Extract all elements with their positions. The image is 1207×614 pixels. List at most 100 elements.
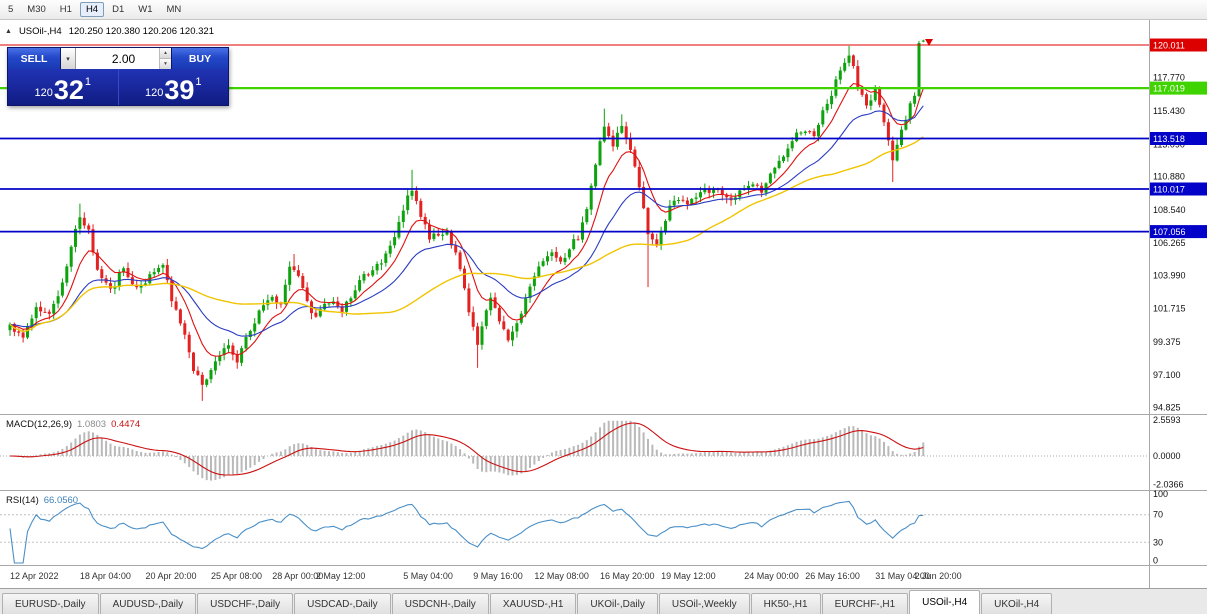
svg-text:16 May 20:00: 16 May 20:00: [600, 571, 655, 581]
symbol-tabbar: EURUSD-,Daily AUDUSD-,Daily USDCHF-,Daily U…: [0, 588, 1207, 614]
svg-text:5 May 04:00: 5 May 04:00: [403, 571, 453, 581]
time-axis[interactable]: 12 Apr 2022 18 Apr 04:00 20 Apr 20:00 25 Ap…: [10, 571, 962, 581]
macd-signal-value: 0.4474: [111, 419, 141, 430]
collapse-panel-icon[interactable]: ▲: [5, 28, 12, 35]
moving-average-52: [9, 136, 924, 333]
svg-text:28 Apr 00:00: 28 Apr 00:00: [272, 571, 323, 581]
macd-pane: [0, 420, 1149, 481]
chart-canvas[interactable]: 117.770115.430113.090110.880108.540106.2…: [0, 20, 1207, 588]
svg-text:20 Apr 20:00: 20 Apr 20:00: [146, 571, 197, 581]
svg-text:9 May 16:00: 9 May 16:00: [473, 571, 523, 581]
bid-pipette: 1: [84, 76, 92, 88]
svg-text:26 May 16:00: 26 May 16:00: [805, 571, 860, 581]
svg-text:101.715: 101.715: [1153, 304, 1186, 314]
volume-decrease-button[interactable]: ▾: [160, 59, 171, 69]
bid-big-figure: 120: [34, 87, 53, 99]
rsi-pane: [0, 500, 1149, 564]
svg-text:30: 30: [1153, 537, 1163, 547]
rsi-label: RSI(14) 66.0560: [6, 495, 78, 506]
moving-average-9: [9, 83, 924, 357]
svg-text:117.019: 117.019: [1153, 84, 1185, 94]
chart-tab-usdcad-daily[interactable]: USDCAD-,Daily: [294, 593, 391, 614]
trade-controls-row: SELL ▾ 2.00 ▴ ▾ BUY: [8, 48, 228, 69]
macd-name: MACD(12,26,9): [6, 419, 72, 430]
price-divider: [117, 69, 119, 105]
timeframe-button-D1[interactable]: D1: [112, 3, 125, 15]
timeframe-button-M30[interactable]: M30: [27, 3, 46, 15]
trade-prices-row: 120 32 1 120 39 1: [8, 69, 228, 105]
moving-average-24: [9, 105, 924, 337]
svg-text:117.770: 117.770: [1153, 72, 1185, 82]
svg-text:103.990: 103.990: [1153, 271, 1186, 281]
price-axis[interactable]: 117.770115.430113.090110.880108.540106.2…: [1150, 38, 1207, 566]
horizontal-lines-layer[interactable]: [0, 44, 1149, 233]
sell-button[interactable]: SELL: [8, 48, 61, 69]
timeframe-button-H1[interactable]: H1: [59, 3, 72, 15]
volume-spinner: ▴ ▾: [159, 48, 171, 69]
timeframe-toolbar: 5 M30 H1 H4 D1 W1 MN: [0, 0, 1207, 20]
volume-dropdown-button[interactable]: ▾: [61, 48, 76, 69]
ask-pips: 39: [164, 75, 195, 106]
chart-tab-usdcnh-daily[interactable]: USDCNH-,Daily: [391, 593, 489, 614]
volume-input[interactable]: 2.00 ▴ ▾: [76, 48, 171, 69]
svg-text:106.265: 106.265: [1153, 238, 1186, 248]
svg-text:100: 100: [1153, 489, 1168, 499]
chart-tab-usoil-h4[interactable]: USOil-,H4: [909, 590, 981, 614]
chart-tab-eurchf-h1[interactable]: EURCHF-,H1: [821, 593, 909, 614]
timeframe-button-H4[interactable]: H4: [79, 1, 105, 18]
svg-text:120.011: 120.011: [1153, 41, 1185, 51]
svg-text:0.0000: 0.0000: [1153, 451, 1181, 461]
pane-separators: [0, 20, 1207, 588]
timeframe-button-5[interactable]: 5: [8, 3, 14, 15]
chart-symbol-ohlc: ▲ USOil-,H4 120.250 120.380 120.206 120.…: [5, 26, 214, 37]
svg-text:2.5593: 2.5593: [1153, 415, 1181, 425]
one-click-trading-panel: SELL ▾ 2.00 ▴ ▾ BUY 120 32 1 120 39 1: [7, 47, 229, 106]
buy-button[interactable]: BUY: [171, 48, 228, 69]
svg-text:110.880: 110.880: [1153, 172, 1185, 182]
svg-text:19 May 12:00: 19 May 12:00: [661, 571, 716, 581]
ask-pipette: 1: [195, 76, 202, 88]
svg-text:110.017: 110.017: [1153, 185, 1185, 195]
svg-text:99.375: 99.375: [1153, 337, 1181, 347]
svg-text:2 Jun 20:00: 2 Jun 20:00: [915, 571, 962, 581]
chart-tab-audusd-daily[interactable]: AUDUSD-,Daily: [99, 593, 197, 614]
svg-text:107.056: 107.056: [1153, 227, 1186, 237]
svg-text:-2.0366: -2.0366: [1153, 480, 1184, 490]
rsi-name: RSI(14): [6, 495, 39, 506]
macd-label: MACD(12,26,9) 1.0803 0.4474: [6, 419, 140, 430]
svg-text:2 May 12:00: 2 May 12:00: [316, 571, 366, 581]
svg-text:12 May 08:00: 12 May 08:00: [534, 571, 589, 581]
chart-tab-xauusd-h1[interactable]: XAUUSD-,H1: [489, 593, 577, 614]
chart-tab-usdchf-daily[interactable]: USDCHF-,Daily: [197, 593, 294, 614]
ask-big-figure: 120: [144, 87, 164, 99]
chart-tab-hk50-h1[interactable]: HK50-,H1: [750, 593, 821, 614]
svg-text:18 Apr 04:00: 18 Apr 04:00: [80, 571, 131, 581]
volume-value: 2.00: [111, 51, 136, 66]
svg-text:113.518: 113.518: [1153, 134, 1185, 144]
chart-tab-eurusd-daily[interactable]: EURUSD-,Daily: [2, 593, 99, 614]
svg-text:24 May 00:00: 24 May 00:00: [744, 571, 799, 581]
svg-text:94.825: 94.825: [1153, 403, 1181, 413]
svg-text:12 Apr 2022: 12 Apr 2022: [10, 571, 59, 581]
svg-text:97.100: 97.100: [1153, 370, 1181, 380]
volume-increase-button[interactable]: ▴: [160, 48, 171, 59]
svg-text:108.540: 108.540: [1153, 205, 1186, 215]
chart-tab-usoil-weekly[interactable]: USOil-,Weekly: [658, 593, 750, 614]
svg-text:70: 70: [1153, 510, 1163, 520]
moving-averages-layer: [9, 83, 924, 357]
ohlc-values: 120.250 120.380 120.206 120.321: [68, 26, 214, 37]
symbol-label: USOil-,H4: [18, 26, 62, 37]
timeframe-button-MN[interactable]: MN: [166, 3, 182, 15]
bid-price: 120 32 1: [8, 69, 118, 105]
svg-text:115.430: 115.430: [1153, 106, 1185, 116]
ask-price: 120 39 1: [119, 69, 229, 105]
chart-tab-ukoil-daily[interactable]: UKOil-,Daily: [577, 593, 658, 614]
svg-text:31 May 04:00: 31 May 04:00: [875, 571, 930, 581]
last-price-arrow-icon: [925, 39, 933, 46]
rsi-value: 66.0560: [43, 495, 79, 506]
timeframe-button-W1[interactable]: W1: [138, 3, 153, 15]
chart-window: 117.770115.430113.090110.880108.540106.2…: [0, 20, 1207, 588]
svg-text:25 Apr 08:00: 25 Apr 08:00: [211, 571, 262, 581]
bid-pips: 32: [53, 75, 84, 106]
chart-tab-ukoil-h4[interactable]: UKOil-,H4: [981, 593, 1053, 614]
